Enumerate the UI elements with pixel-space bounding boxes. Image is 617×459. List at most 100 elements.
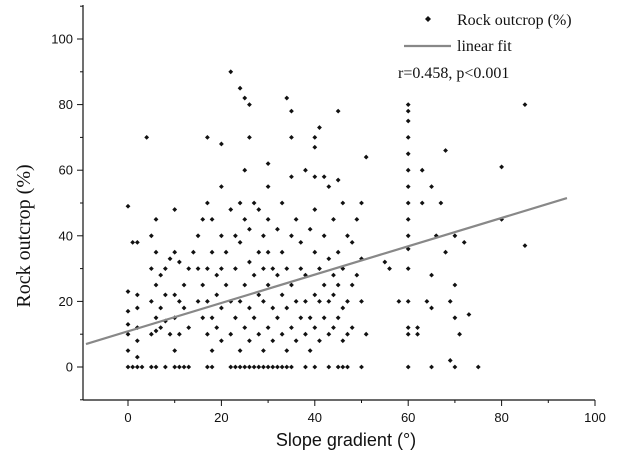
scatter-point — [303, 331, 308, 337]
linear-fit-line — [85, 197, 568, 346]
scatter-point — [284, 348, 290, 353]
scatter-point — [275, 226, 280, 232]
x-tick-label: 40 — [308, 410, 322, 425]
scatter-point — [321, 282, 327, 288]
scatter-point — [242, 217, 248, 222]
x-tick-label: 60 — [401, 410, 415, 425]
scatter-point — [251, 364, 257, 370]
scatter-point — [134, 364, 140, 370]
scatter-point — [204, 200, 210, 206]
scatter-point — [256, 364, 262, 370]
scatter-point — [242, 167, 248, 173]
scatter-point — [312, 249, 318, 255]
scatter-series — [125, 69, 528, 370]
scatter-point — [443, 249, 448, 255]
y-tick-label: 20 — [59, 294, 73, 309]
scatter-point — [405, 325, 411, 331]
scatter-point — [247, 364, 252, 370]
scatter-point — [242, 364, 248, 370]
scatter-point — [233, 364, 238, 370]
scatter-point — [204, 299, 210, 304]
scatter-point — [270, 305, 276, 311]
scatter-point — [405, 331, 411, 337]
scatter-point — [405, 364, 411, 370]
scatter-point — [326, 299, 332, 304]
scatter-point — [237, 348, 243, 353]
scatter-point — [312, 292, 318, 298]
scatter-point — [158, 325, 164, 331]
scatter-point — [289, 233, 294, 239]
scatter-point — [317, 266, 322, 271]
scatter-point — [405, 233, 411, 239]
scatter-point — [167, 331, 173, 337]
scatter-point — [247, 259, 252, 265]
scatter-point — [326, 331, 332, 337]
scatter-point — [237, 85, 243, 91]
scatter-point — [326, 184, 332, 189]
scatter-point — [312, 135, 318, 140]
scatter-point — [125, 348, 131, 353]
scatter-point — [405, 102, 411, 107]
scatter-point — [261, 364, 266, 370]
scatter-point — [447, 358, 453, 363]
scatter-point — [242, 325, 248, 331]
scatter-point — [158, 305, 164, 311]
scatter-point — [340, 338, 346, 344]
scatter-point — [354, 217, 360, 222]
scatter-point — [307, 315, 313, 321]
scatter-point — [284, 305, 290, 311]
scatter-point — [335, 108, 341, 114]
scatter-point — [349, 239, 355, 245]
correlation-annotation: r=0.458, p<0.001 — [398, 65, 509, 82]
scatter-point — [452, 364, 458, 370]
scatter-point — [405, 266, 411, 271]
scatter-point — [251, 272, 257, 278]
scatter-point — [204, 364, 210, 370]
scatter-point — [251, 315, 257, 321]
scatter-point — [223, 249, 229, 255]
scatter-point — [312, 207, 318, 212]
scatter-point — [172, 348, 178, 353]
scatter-point — [219, 305, 224, 311]
scatter-point — [443, 148, 448, 153]
scatter-point — [405, 217, 411, 222]
scatter-point — [195, 233, 201, 239]
x-axis-title: Slope gradient (°) — [276, 430, 416, 450]
scatter-point — [289, 135, 294, 140]
scatter-point — [438, 200, 444, 206]
scatter-point — [326, 256, 332, 262]
scatter-point — [270, 338, 276, 344]
scatter-point — [279, 364, 285, 370]
scatter-point — [219, 141, 224, 147]
scatter-point — [405, 135, 411, 140]
scatter-point — [167, 256, 173, 262]
scatter-point — [321, 233, 327, 239]
scatter-point — [153, 328, 159, 334]
scatter-point — [335, 315, 341, 321]
scatter-point — [214, 292, 220, 298]
scatter-point — [270, 364, 276, 370]
scatter-point — [345, 299, 350, 304]
scatter-point — [345, 364, 350, 370]
scatter-point — [279, 200, 285, 206]
scatter-point — [359, 200, 364, 206]
scatter-point — [424, 299, 430, 304]
scatter-point — [134, 354, 140, 360]
scatter-point — [415, 331, 420, 337]
scatter-point — [247, 226, 252, 232]
scatter-point — [354, 272, 360, 278]
scatter-point — [275, 315, 280, 321]
scatter-point — [340, 305, 346, 311]
scatter-point — [148, 233, 154, 239]
ticks: 0 20 40 60 80 100 0 20 40 60 80 100 — [51, 5, 606, 425]
legend-marker-diamond — [425, 16, 431, 22]
scatter-point — [233, 233, 238, 239]
scatter-point — [181, 282, 187, 288]
scatter-point — [405, 184, 411, 189]
scatter-point — [284, 95, 290, 101]
scatter-point — [298, 266, 304, 271]
scatter-point — [387, 266, 392, 271]
scatter-point — [195, 266, 201, 271]
scatter-point — [331, 217, 336, 222]
